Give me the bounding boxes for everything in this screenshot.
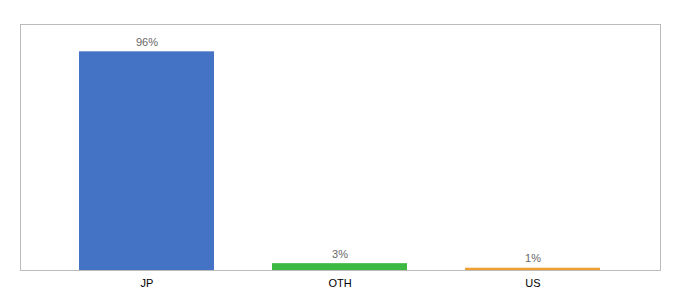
svg-text:JP: JP <box>141 277 154 289</box>
svg-text:3%: 3% <box>332 248 348 260</box>
svg-text:1%: 1% <box>525 252 541 264</box>
svg-text:OTH: OTH <box>328 277 351 289</box>
svg-text:96%: 96% <box>136 36 158 48</box>
svg-text:US: US <box>525 277 540 289</box>
